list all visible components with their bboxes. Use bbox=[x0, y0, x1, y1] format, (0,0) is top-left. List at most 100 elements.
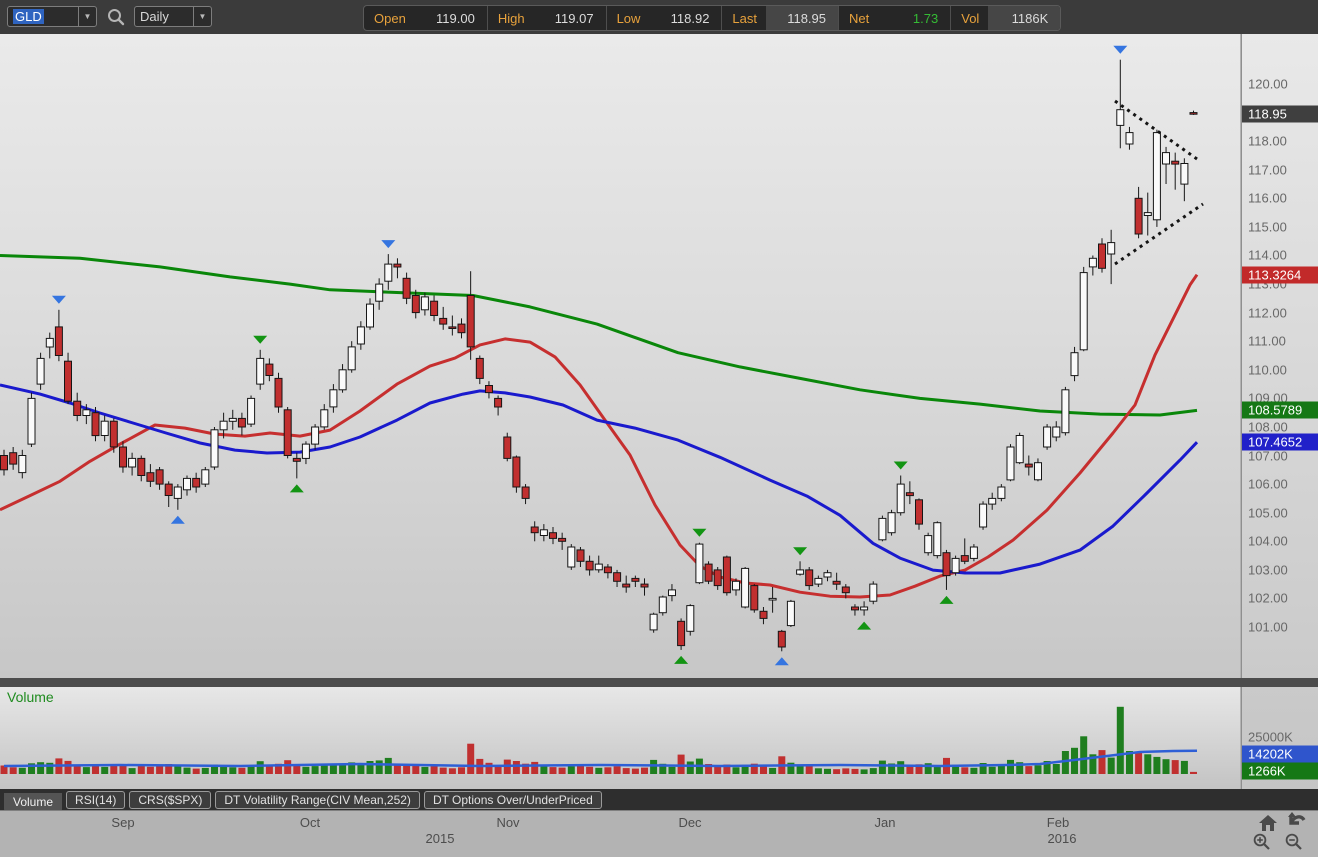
pennant-upper[interactable] bbox=[1114, 99, 1198, 161]
volume-bar bbox=[146, 766, 154, 774]
volume-bar bbox=[302, 766, 310, 774]
year-label-2016: 2016 bbox=[1047, 831, 1077, 846]
candle-body bbox=[292, 457, 301, 462]
candle-body bbox=[704, 563, 713, 582]
volume-bar bbox=[1171, 760, 1179, 774]
interval-select[interactable]: Daily ▼ bbox=[134, 6, 212, 27]
tab-rsi-14-[interactable]: RSI(14) bbox=[66, 791, 126, 809]
volume-bar bbox=[201, 767, 209, 774]
candle-body bbox=[1079, 272, 1088, 351]
candle-body bbox=[649, 613, 658, 631]
volume-bar bbox=[467, 743, 475, 774]
candle-body bbox=[768, 597, 777, 601]
signal-marker-blue-down bbox=[381, 240, 396, 249]
tab-dt-volatility-range-civ-mean-252-[interactable]: DT Volatility Range(CIV Mean,252) bbox=[215, 791, 420, 809]
candle-body bbox=[741, 567, 750, 608]
signal-marker-blue-down bbox=[1113, 45, 1128, 54]
candle-body bbox=[274, 377, 283, 408]
pane-separator[interactable] bbox=[0, 678, 1318, 687]
tab-volume[interactable]: Volume bbox=[4, 793, 63, 811]
volume-bar bbox=[183, 767, 191, 774]
candle-body bbox=[283, 409, 292, 456]
zoom-out-icon[interactable] bbox=[1284, 832, 1304, 857]
candle-body bbox=[503, 436, 512, 459]
quote-strip: Open 119.00 High 119.07 Low 118.92 Last 118.95 N… bbox=[363, 5, 1062, 31]
volume-bar bbox=[192, 768, 200, 774]
time-axis: Sep Oct Nov Dec Jan Feb 2015 2016 bbox=[0, 810, 1318, 852]
volume-bar bbox=[384, 757, 392, 774]
candle-body bbox=[320, 409, 329, 428]
quote-cell-last: Last 118.95 bbox=[722, 6, 839, 30]
candle-body bbox=[1006, 446, 1015, 481]
volume-ma bbox=[3, 749, 1198, 768]
search-icon[interactable] bbox=[106, 7, 126, 27]
price-axis[interactable]: 120.00 118.00 117.00 116.00 115.00 114.00 113.… bbox=[1241, 34, 1318, 790]
candle-body bbox=[1125, 132, 1134, 145]
candle-body bbox=[247, 397, 256, 425]
pennant-lower[interactable] bbox=[1114, 202, 1204, 266]
volume-bar bbox=[311, 766, 319, 774]
candle-body bbox=[9, 452, 18, 465]
candle-body bbox=[1034, 462, 1042, 481]
volume-bar bbox=[156, 765, 164, 774]
home-icon[interactable] bbox=[1258, 814, 1278, 837]
volume-bar bbox=[787, 762, 795, 774]
candle-body bbox=[311, 426, 320, 445]
candle-body bbox=[750, 585, 759, 611]
price-tick: 117.00 bbox=[1248, 162, 1287, 178]
quote-label: Net bbox=[849, 10, 870, 26]
candle-body bbox=[192, 477, 201, 488]
candle-body bbox=[622, 583, 631, 588]
candle-body bbox=[164, 483, 173, 497]
candle-body bbox=[439, 317, 448, 325]
symbol-text[interactable]: GLD bbox=[13, 9, 44, 24]
volume-bar bbox=[906, 765, 914, 774]
volume-bar bbox=[988, 766, 996, 774]
volume-bar bbox=[128, 768, 136, 774]
volume-bar bbox=[714, 765, 722, 774]
candle-body bbox=[430, 300, 439, 317]
candle-body bbox=[1015, 435, 1024, 464]
candle-body bbox=[814, 577, 823, 585]
volume-bar bbox=[439, 767, 447, 774]
slow-ma bbox=[0, 254, 1198, 417]
volume-bar bbox=[284, 760, 292, 774]
symbol-input[interactable]: GLD ▼ bbox=[7, 6, 97, 27]
volume-bar bbox=[220, 766, 228, 774]
volume-bar bbox=[668, 766, 676, 774]
tab-crs-spx-[interactable]: CRS($SPX) bbox=[129, 791, 212, 809]
candle-body bbox=[686, 605, 695, 632]
volume-bar bbox=[833, 769, 841, 774]
volume-bar bbox=[348, 762, 356, 774]
candle-body bbox=[1107, 242, 1116, 255]
signal-marker-green-up bbox=[857, 621, 872, 630]
tab-dt-options-over-underpriced[interactable]: DT Options Over/UnderPriced bbox=[423, 791, 602, 809]
price-tick: 115.00 bbox=[1248, 219, 1287, 235]
month-label-sep: Sep bbox=[111, 815, 135, 830]
candle-body bbox=[1024, 463, 1033, 468]
zoom-in-icon[interactable] bbox=[1252, 832, 1272, 857]
interval-dropdown-arrow[interactable]: ▼ bbox=[193, 7, 211, 26]
candle-body bbox=[713, 569, 722, 587]
volume-bar bbox=[1043, 761, 1051, 774]
undo-icon[interactable] bbox=[1287, 812, 1307, 835]
volume-bar bbox=[595, 767, 603, 774]
candle-body bbox=[668, 589, 676, 597]
volume-bar bbox=[933, 765, 941, 774]
quote-label: Low bbox=[616, 10, 641, 26]
top-toolbar: GLD ▼ Daily ▼ Open 119.00 High 119.07 Low 118… bbox=[0, 0, 1318, 34]
volume-axis-label: 14202K bbox=[1242, 745, 1318, 763]
candle-body bbox=[0, 455, 8, 471]
volume-bar bbox=[320, 765, 328, 774]
price-pane[interactable] bbox=[0, 34, 1240, 678]
volume-bar bbox=[430, 766, 438, 774]
volume-bar bbox=[1016, 762, 1024, 774]
candle-body bbox=[887, 512, 896, 534]
quote-label: Open bbox=[374, 10, 406, 26]
symbol-dropdown-arrow[interactable]: ▼ bbox=[78, 7, 96, 26]
volume-bar bbox=[961, 767, 969, 774]
volume-bar bbox=[28, 763, 35, 774]
volume-bar bbox=[549, 767, 557, 774]
chart-canvas[interactable] bbox=[0, 34, 1240, 790]
